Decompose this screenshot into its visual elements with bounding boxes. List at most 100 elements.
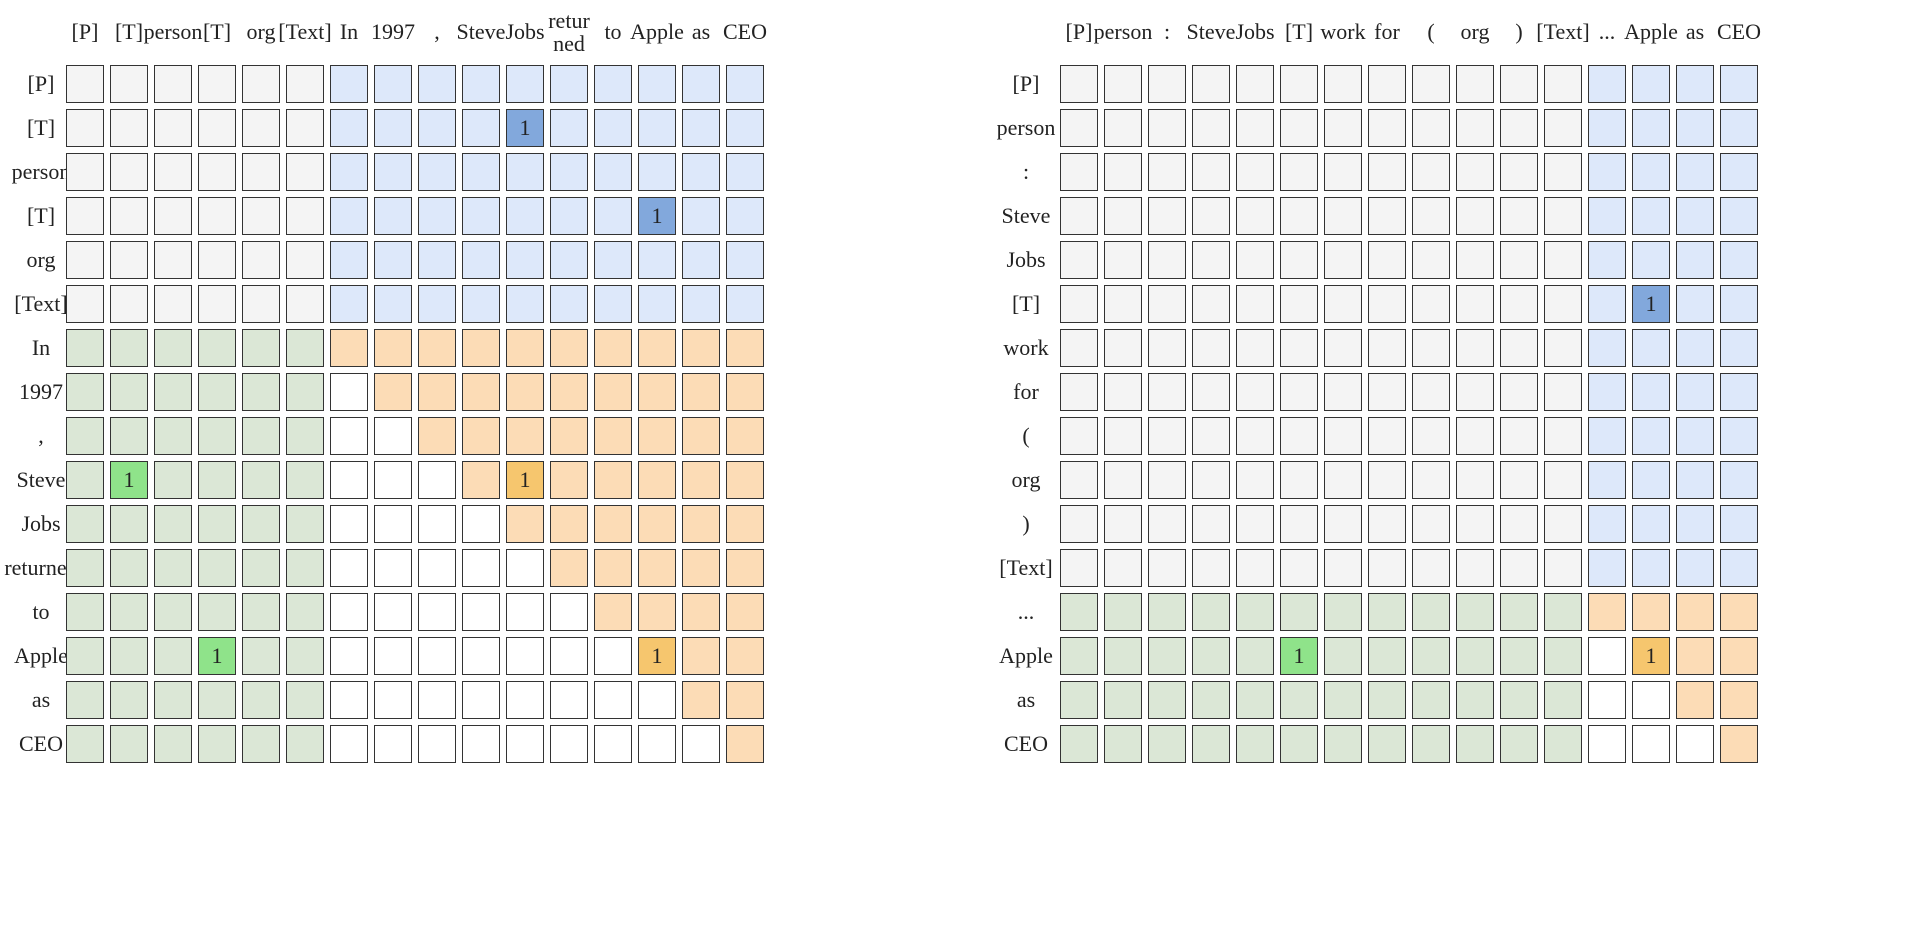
- row-label: Jobs: [21, 511, 61, 537]
- mask-cell: [726, 197, 764, 235]
- mask-cell: [1588, 637, 1626, 675]
- mask-cell: [726, 65, 764, 103]
- mask-cell: [286, 373, 324, 411]
- mask-cell: [1720, 681, 1758, 719]
- mask-cell: [550, 65, 588, 103]
- mask-cell: [1148, 593, 1186, 631]
- mask-cell: [154, 65, 192, 103]
- mask-cell: [550, 637, 588, 675]
- mask-cell: [1544, 505, 1582, 543]
- mask-cell: [1192, 461, 1230, 499]
- mask-cell: [550, 241, 588, 279]
- mask-cell: [506, 417, 544, 455]
- mask-cell: [1588, 505, 1626, 543]
- mask-cell: [1456, 373, 1494, 411]
- mask-cell: [462, 285, 500, 323]
- mask-cell: [286, 65, 324, 103]
- mask-cell: [198, 329, 236, 367]
- mask-cell: [1060, 505, 1098, 543]
- mask-cell: [374, 725, 412, 763]
- mask-cell: [418, 417, 456, 455]
- row-label: org: [26, 247, 56, 273]
- row-label: work: [1003, 335, 1049, 361]
- mask-cell: [1368, 593, 1406, 631]
- mask-cell: [1632, 197, 1670, 235]
- mask-cell: [418, 725, 456, 763]
- mask-cell: [1060, 65, 1098, 103]
- mask-cell: [330, 549, 368, 587]
- row-label: as: [1016, 687, 1036, 713]
- mask-cell: [1588, 461, 1626, 499]
- mask-cell: [1632, 505, 1670, 543]
- mask-cell: [1060, 241, 1098, 279]
- mask-cell: [110, 153, 148, 191]
- mask-cell: [1500, 505, 1538, 543]
- mask-cell: [1456, 329, 1494, 367]
- mask-cell: [682, 725, 720, 763]
- mask-cell: [286, 549, 324, 587]
- mask-cell: [1588, 417, 1626, 455]
- mask-cell: [1236, 637, 1274, 675]
- mask-cell: [330, 637, 368, 675]
- mask-cell: 1: [638, 197, 676, 235]
- mask-cell: [242, 725, 280, 763]
- mask-cell: [1104, 505, 1142, 543]
- mask-cell: [1280, 549, 1318, 587]
- column-label: ): [1515, 19, 1523, 45]
- mask-value: 1: [651, 643, 663, 668]
- mask-cell: [1236, 417, 1274, 455]
- mask-cell: [1236, 681, 1274, 719]
- mask-cell: [1632, 153, 1670, 191]
- mask-cell: [1104, 593, 1142, 631]
- mask-cell: [1148, 417, 1186, 455]
- mask-cell: [1324, 681, 1362, 719]
- mask-cell: [1236, 373, 1274, 411]
- mask-cell: [506, 285, 544, 323]
- mask-cell: [1060, 593, 1098, 631]
- mask-cell: [682, 109, 720, 147]
- mask-cell: [1192, 549, 1230, 587]
- mask-cell: [462, 65, 500, 103]
- mask-cell: [1280, 241, 1318, 279]
- mask-cell: [1676, 65, 1714, 103]
- mask-cell: [66, 241, 104, 279]
- mask-cell: [1500, 65, 1538, 103]
- mask-value: 1: [211, 643, 223, 668]
- mask-cell: [286, 593, 324, 631]
- mask-cell: [198, 505, 236, 543]
- mask-cell: [1456, 153, 1494, 191]
- mask-cell: [198, 65, 236, 103]
- mask-cell: [1324, 461, 1362, 499]
- mask-cell: [1632, 549, 1670, 587]
- mask-cell: [1456, 725, 1494, 763]
- mask-cell: [1236, 65, 1274, 103]
- mask-cell: [110, 725, 148, 763]
- mask-cell: [1104, 241, 1142, 279]
- mask-cell: [1148, 153, 1186, 191]
- mask-cell: [1412, 725, 1450, 763]
- row-label: [Text]: [14, 291, 68, 317]
- mask-cell: [1148, 285, 1186, 323]
- mask-cell: [1148, 637, 1186, 675]
- mask-cell: [594, 725, 632, 763]
- mask-cell: [1280, 461, 1318, 499]
- mask-cell: [594, 329, 632, 367]
- mask-cell: [1104, 725, 1142, 763]
- mask-cell: [1544, 725, 1582, 763]
- mask-cell: [1060, 329, 1098, 367]
- mask-cell: [418, 65, 456, 103]
- mask-cell: [66, 505, 104, 543]
- mask-cell: [374, 417, 412, 455]
- mask-cell: [1500, 461, 1538, 499]
- mask-cell: [1676, 373, 1714, 411]
- mask-cell: [1588, 593, 1626, 631]
- row-label: CEO: [19, 731, 63, 757]
- mask-cell: [506, 241, 544, 279]
- mask-cell: [286, 417, 324, 455]
- mask-cell: [1500, 725, 1538, 763]
- mask-cell: [1060, 153, 1098, 191]
- mask-cell: [1148, 197, 1186, 235]
- mask-cell: [462, 505, 500, 543]
- mask-cell: [1104, 285, 1142, 323]
- mask-cell: [1280, 109, 1318, 147]
